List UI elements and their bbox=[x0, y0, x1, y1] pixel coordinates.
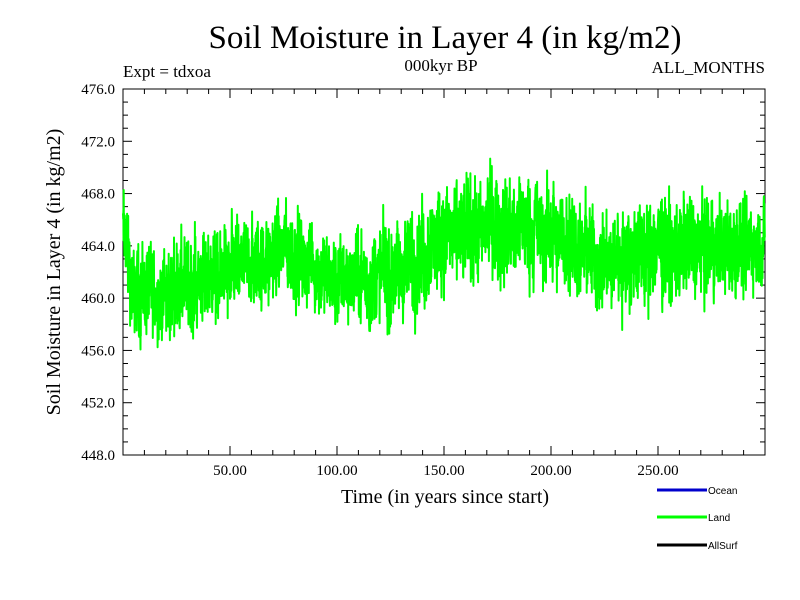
y-tick-label: 452.0 bbox=[81, 396, 115, 412]
x-tick-label: 200.00 bbox=[530, 463, 571, 479]
y-tick-label: 456.0 bbox=[81, 343, 115, 359]
x-tick-label: 150.00 bbox=[423, 463, 464, 479]
x-tick-labels: 50.00 100.00 150.00 200.00 250.00 bbox=[213, 463, 679, 479]
legend-label-allsurf: AllSurf bbox=[708, 541, 738, 552]
legend-label-ocean: Ocean bbox=[708, 486, 737, 497]
expt-label: Expt = tdxoa bbox=[123, 62, 211, 81]
y-tick-label: 464.0 bbox=[81, 239, 115, 255]
y-tick-label: 448.0 bbox=[81, 448, 115, 464]
y-tick-label: 476.0 bbox=[81, 82, 115, 98]
months-label: ALL_MONTHS bbox=[652, 58, 765, 77]
x-tick-label: 100.00 bbox=[316, 463, 357, 479]
y-tick-label: 468.0 bbox=[81, 187, 115, 203]
y-tick-labels: 448.0 452.0 456.0 460.0 464.0 468.0 472.0 476.0 bbox=[81, 82, 115, 464]
legend-label-land: Land bbox=[708, 513, 730, 524]
x-tick-label: 250.00 bbox=[637, 463, 678, 479]
legend: Ocean Land AllSurf bbox=[657, 486, 738, 552]
axis-ticks bbox=[123, 89, 765, 455]
chart-title: Soil Moisture in Layer 4 (in kg/m2) bbox=[209, 20, 682, 56]
y-tick-label: 460.0 bbox=[81, 291, 115, 307]
y-tick-label: 472.0 bbox=[81, 134, 115, 150]
x-tick-label: 50.00 bbox=[213, 463, 247, 479]
x-axis-label: Time (in years since start) bbox=[341, 486, 549, 508]
period-label: 000kyr BP bbox=[404, 56, 477, 75]
series-line-land bbox=[122, 157, 766, 351]
y-axis-label: Soil Moisture in Layer 4 (in kg/m2) bbox=[43, 129, 65, 416]
